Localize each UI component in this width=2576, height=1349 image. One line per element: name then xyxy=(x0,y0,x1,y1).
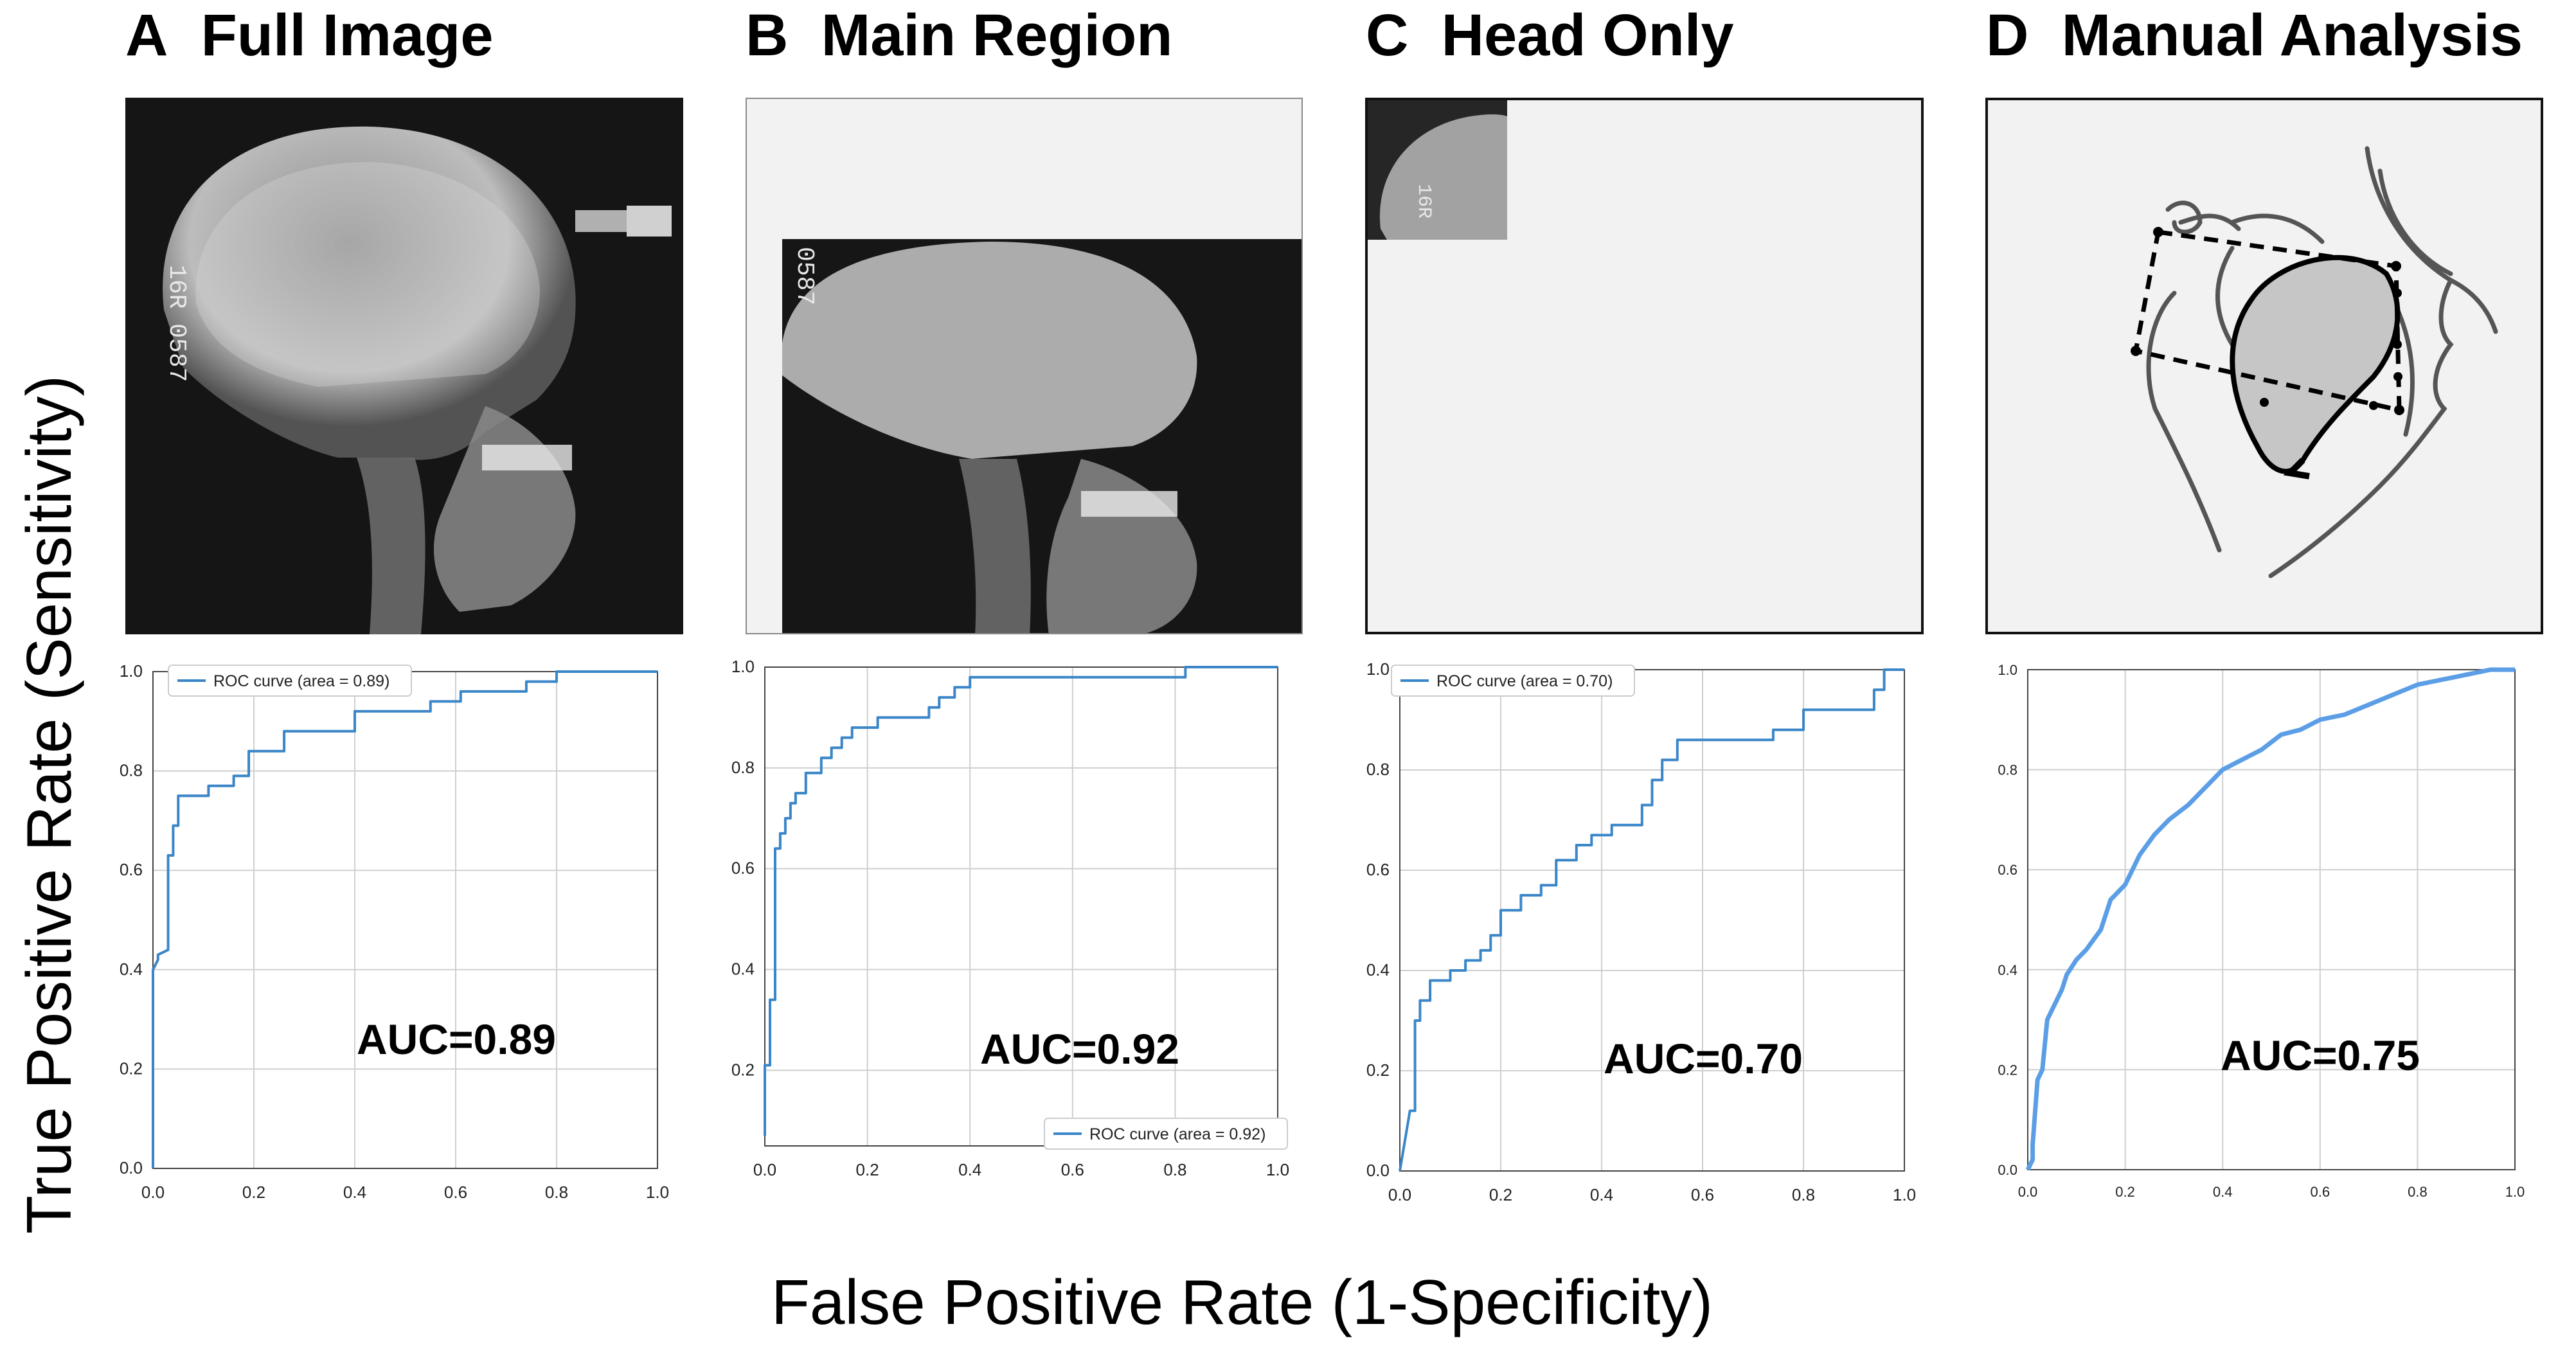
x-tick-label: 1.0 xyxy=(2505,1184,2525,1200)
manual-analysis-drawing xyxy=(1985,98,2543,634)
y-tick-label: 0.4 xyxy=(1998,962,2017,978)
y-tick-label: 0.6 xyxy=(731,859,755,878)
x-tick-label: 0.8 xyxy=(545,1183,568,1202)
panel-d-letter: D xyxy=(1986,3,2029,68)
xray-full-svg: 16R 0587 xyxy=(125,98,683,634)
legend-label-c: ROC curve (area = 0.70) xyxy=(1436,672,1613,690)
x-tick-label: 0.6 xyxy=(1691,1185,1714,1204)
x-tick-label: 0.6 xyxy=(444,1183,467,1202)
xray-head-id: 16R xyxy=(1413,184,1435,219)
x-tick-label: 0.8 xyxy=(1163,1160,1186,1179)
x-tick-label: 0.4 xyxy=(1590,1185,1613,1204)
chart-background-b xyxy=(701,649,1303,1181)
y-tick-label: 0.4 xyxy=(1366,960,1390,979)
panel-b-title-text: Main Region xyxy=(821,3,1173,68)
roc-curve-c xyxy=(1399,668,1904,1172)
xray-full-id: 16R 0587 xyxy=(163,265,190,382)
xray-full-image: 16R 0587 xyxy=(125,98,683,634)
x-tick-label: 0.4 xyxy=(343,1183,366,1202)
x-tick-label: 0.2 xyxy=(242,1183,265,1202)
y-tick-label: 0.8 xyxy=(120,761,143,780)
auc-annotation-d: AUC=0.75 xyxy=(2221,1032,2420,1079)
panel-d-title-text: Manual Analysis xyxy=(2061,3,2523,68)
y-tick-label: 1.0 xyxy=(120,661,143,681)
x-tick-label: 0.8 xyxy=(2408,1184,2428,1200)
x-tick-label: 1.0 xyxy=(1266,1160,1289,1179)
roc-curve-a xyxy=(152,670,657,1168)
y-tick-label: 0.6 xyxy=(1998,862,2017,878)
x-tick-label: 1.0 xyxy=(646,1183,669,1202)
x-tick-label: 1.0 xyxy=(1893,1185,1916,1204)
y-tick-label: 0.2 xyxy=(1366,1060,1390,1080)
y-tick-label: 0.0 xyxy=(120,1158,143,1177)
y-tick-label: 0.6 xyxy=(1366,860,1390,879)
chart-background-d xyxy=(1968,663,2546,1200)
legend-a: ROC curve (area = 0.89) xyxy=(168,665,412,697)
xray-main-region: 0587 xyxy=(746,98,1303,634)
x-tick-label: 0.6 xyxy=(1061,1160,1084,1179)
x-tick-label: 0.0 xyxy=(141,1183,165,1202)
xray-main-id: 0587 xyxy=(791,247,818,305)
panel-a-title: A Full Image xyxy=(125,0,494,71)
manual-analysis-svg xyxy=(1988,100,2541,632)
chart-background-c xyxy=(1323,650,1924,1203)
y-tick-label: 0.8 xyxy=(731,758,755,777)
y-tick-label: 1.0 xyxy=(1366,659,1390,679)
roc-curve-b xyxy=(764,666,1278,1136)
panel-b-title: B Main Region xyxy=(746,0,1172,71)
panel-c-letter: C xyxy=(1366,3,1409,68)
xray-main-svg: 0587 xyxy=(747,99,1301,633)
panel-a-title-text: Full Image xyxy=(201,3,494,68)
x-tick-label: 0.0 xyxy=(2018,1184,2038,1200)
y-tick-label: 0.8 xyxy=(1366,760,1390,779)
roc-curve-d xyxy=(2025,667,2515,1171)
y-tick-label: 1.0 xyxy=(731,657,755,676)
x-tick-label: 0.0 xyxy=(1388,1185,1411,1204)
y-tick-label: 0.8 xyxy=(1998,762,2017,778)
panel-c-title-text: Head Only xyxy=(1441,3,1734,68)
plot-border-c xyxy=(1399,669,1905,1172)
y-tick-label: 0.0 xyxy=(1366,1161,1390,1180)
panel-b-letter: B xyxy=(746,3,789,68)
plot-border-b xyxy=(764,666,1278,1147)
x-tick-label: 0.2 xyxy=(2115,1184,2135,1200)
x-tick-label: 0.4 xyxy=(958,1160,981,1179)
y-tick-label: 0.4 xyxy=(120,960,143,979)
chart-background-a xyxy=(122,643,676,1183)
panel-d-title: D Manual Analysis xyxy=(1986,0,2523,71)
x-tick-label: 0.0 xyxy=(753,1160,776,1179)
xray-head-only: 16R xyxy=(1365,98,1924,634)
y-tick-label: 1.0 xyxy=(1998,662,2017,678)
x-axis-label: False Positive Rate (1-Specificity) xyxy=(771,1267,1713,1337)
x-tick-label: 0.2 xyxy=(856,1160,879,1179)
y-tick-label: 0.4 xyxy=(731,960,755,979)
plot-border-d xyxy=(2027,669,2516,1170)
y-axis-label: True Positive Rate (Sensitivity) xyxy=(13,375,84,1234)
x-tick-label: 0.4 xyxy=(2213,1184,2233,1200)
legend-label-b: ROC curve (area = 0.92) xyxy=(1089,1125,1266,1143)
y-tick-label: 0.2 xyxy=(1998,1062,2017,1078)
x-tick-label: 0.8 xyxy=(1792,1185,1815,1204)
auc-annotation-b: AUC=0.92 xyxy=(980,1025,1179,1073)
auc-annotation-a: AUC=0.89 xyxy=(357,1015,556,1063)
x-tick-label: 0.6 xyxy=(2311,1184,2330,1200)
xray-head-svg: 16R xyxy=(1368,100,1921,632)
panel-a-letter: A xyxy=(125,3,168,68)
y-tick-label: 0.2 xyxy=(731,1060,755,1079)
y-tick-label: 0.0 xyxy=(1998,1162,2017,1178)
auc-annotation-c: AUC=0.70 xyxy=(1604,1035,1803,1082)
panel-c-title: C Head Only xyxy=(1366,0,1734,71)
y-tick-label: 0.2 xyxy=(120,1059,143,1078)
legend-b: ROC curve (area = 0.92) xyxy=(1044,1118,1288,1150)
y-tick-label: 0.6 xyxy=(120,860,143,879)
legend-label-a: ROC curve (area = 0.89) xyxy=(213,672,389,690)
legend-c: ROC curve (area = 0.70) xyxy=(1391,665,1635,697)
x-tick-label: 0.2 xyxy=(1489,1185,1512,1204)
